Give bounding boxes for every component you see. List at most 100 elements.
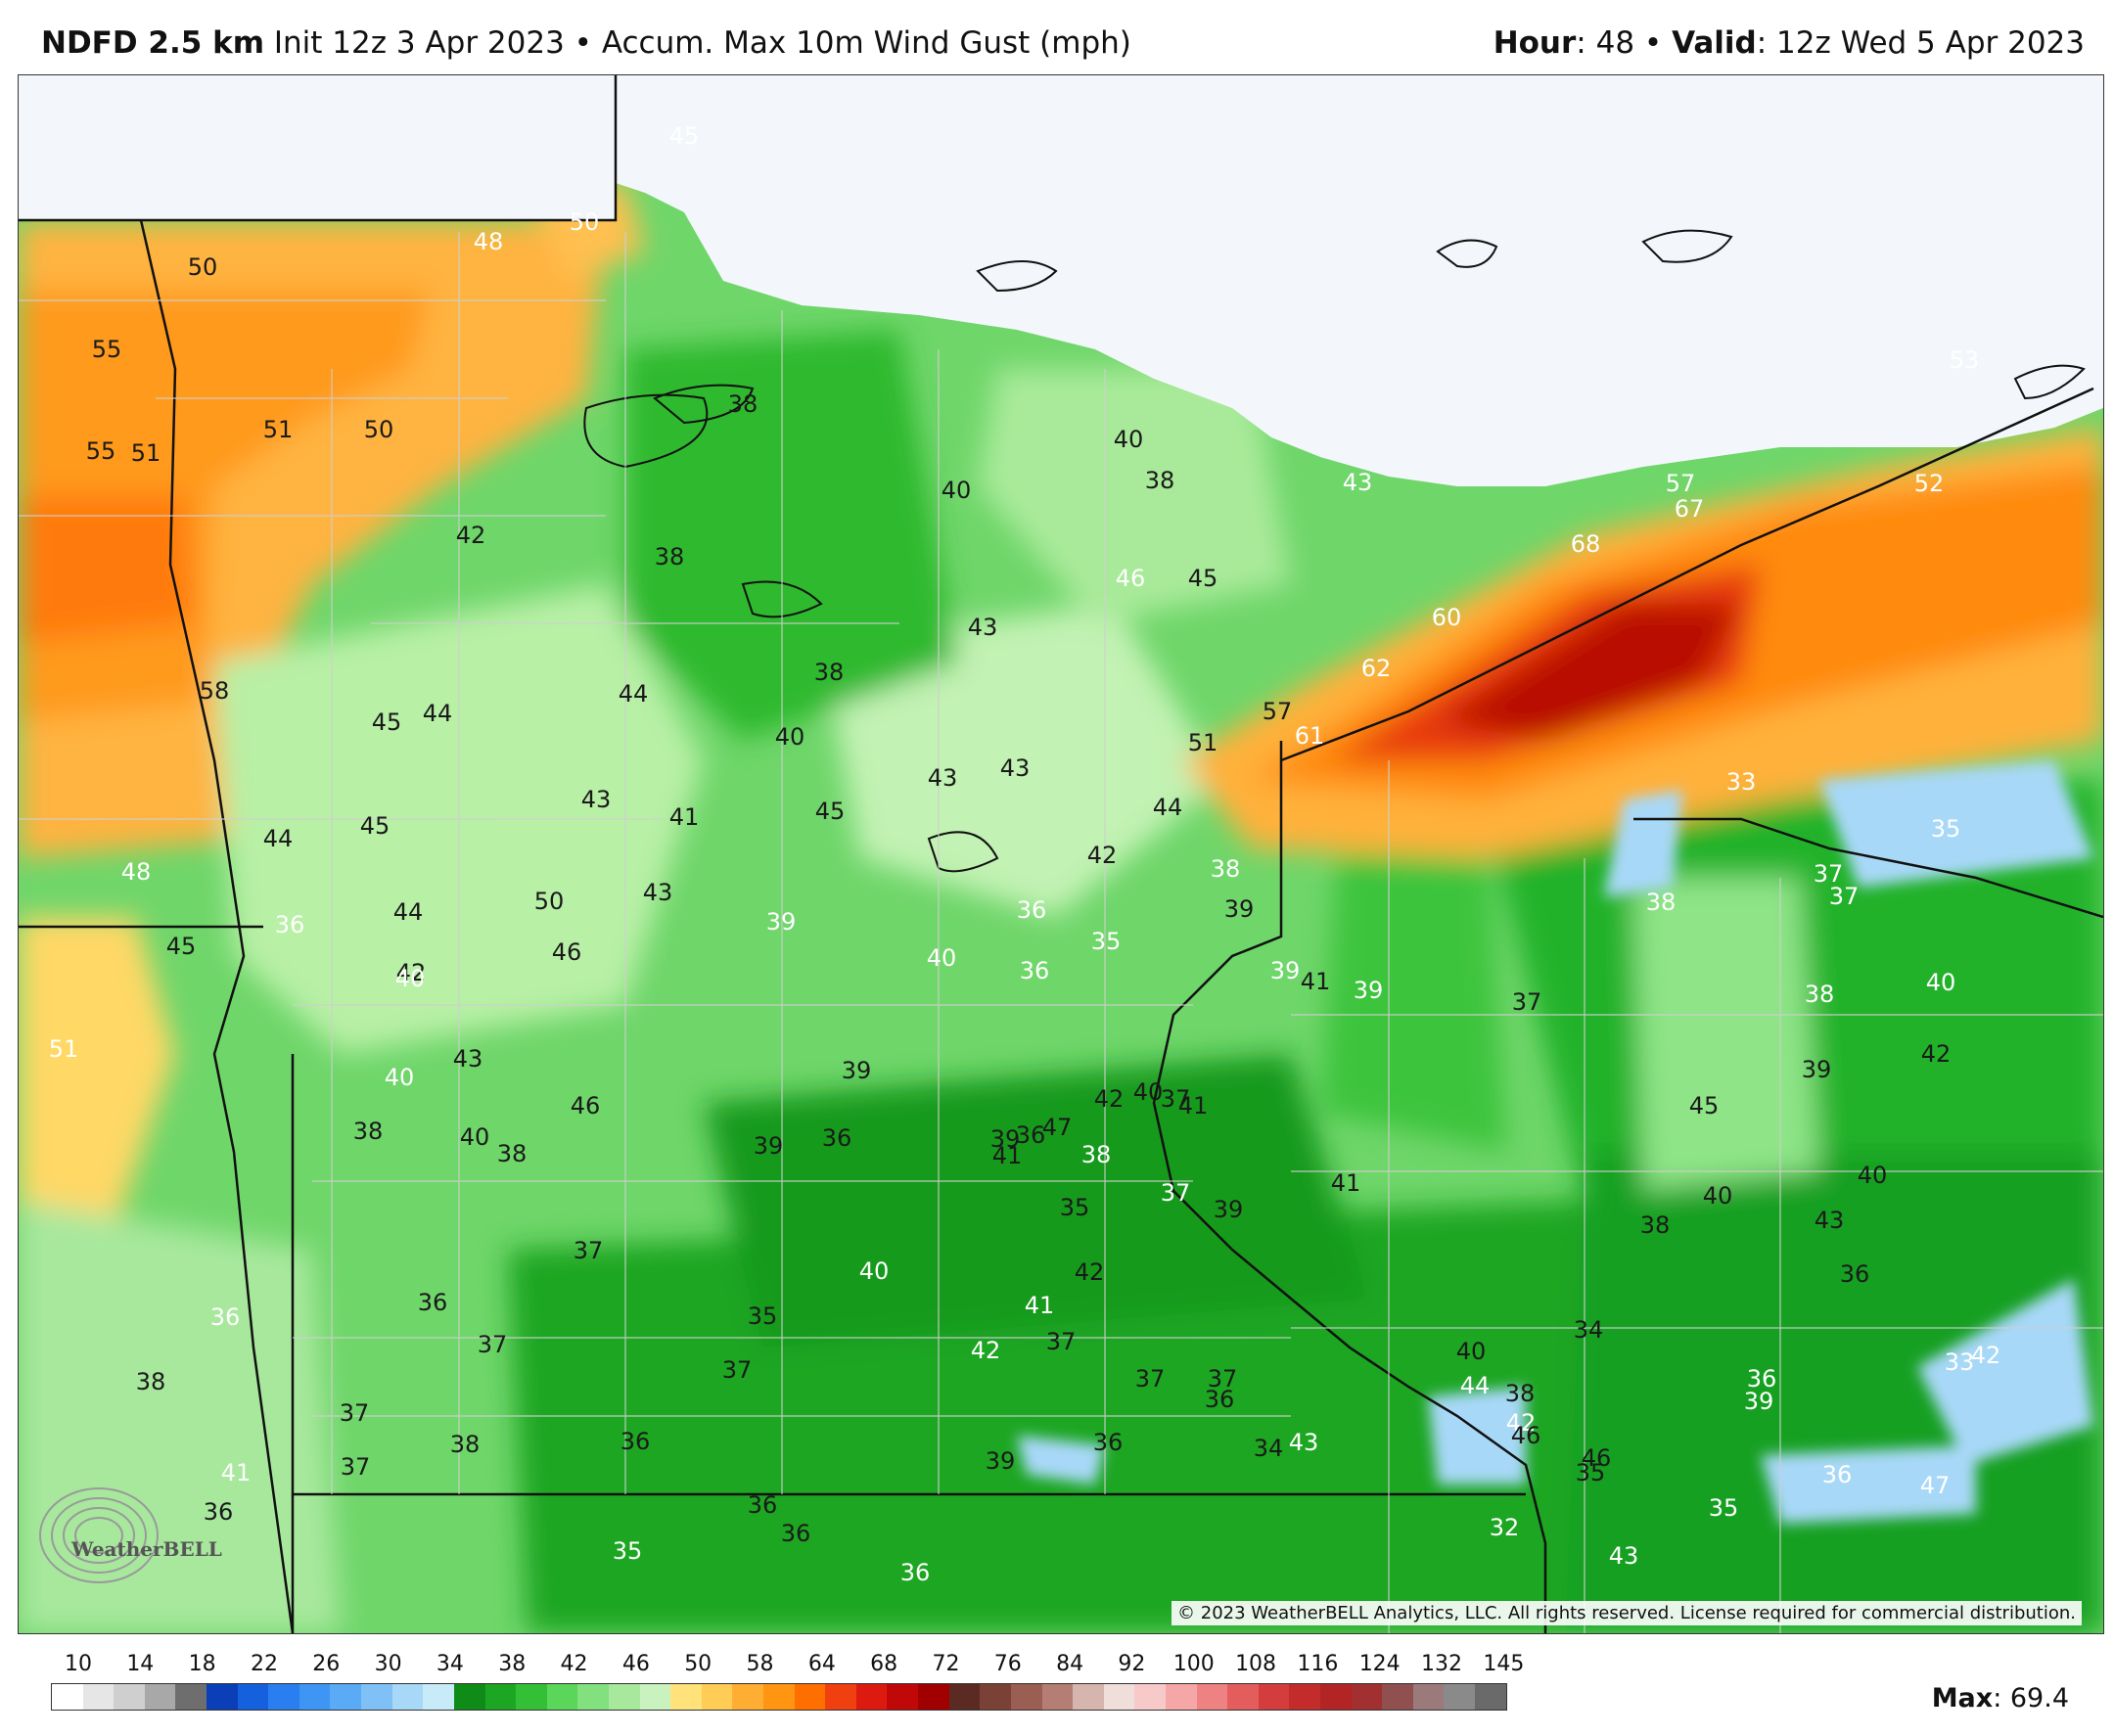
scale-swatch	[516, 1684, 547, 1710]
scale-swatch	[1010, 1684, 1042, 1710]
gust-value-label: 43	[1000, 754, 1031, 782]
gust-value-label: 36	[620, 1428, 651, 1455]
gust-value-label: 35	[1709, 1494, 1739, 1522]
gust-value-label: 40	[1133, 1078, 1164, 1106]
max-value: : 69.4	[1993, 1683, 2069, 1713]
gust-value-label: 36	[1840, 1260, 1870, 1288]
gust-value-label: 45	[372, 708, 402, 736]
scale-tick-label: 42	[560, 1652, 588, 1676]
gust-value-label: 39	[1270, 957, 1301, 984]
gust-value-label: 37	[1512, 988, 1542, 1016]
wind-gust-map: 45 50 48 50 55 55 51 51 50 42 38 38 40 40 38 43 46 45 43 38…	[18, 74, 2104, 1634]
gust-value-label: 44	[619, 680, 649, 708]
gust-value-label: 36	[1020, 957, 1050, 984]
scale-tick-labels: 10 14 18 22 26 30 34 38 42 46 50 58 64 68 72 76 84 92 100 1…	[49, 1652, 1524, 1681]
gust-value-label: 40	[859, 1257, 890, 1285]
scale-swatch	[546, 1684, 578, 1710]
scale-swatch	[701, 1684, 733, 1710]
scale-swatch	[207, 1684, 238, 1710]
gust-value-label: 38	[1646, 889, 1677, 916]
gust-value-label: 41	[221, 1459, 252, 1486]
gust-value-label: 46	[1582, 1444, 1612, 1472]
gust-value-label: 39	[1802, 1056, 1832, 1083]
gust-value-label: 35	[1576, 1459, 1606, 1486]
scale-swatch	[237, 1684, 269, 1710]
scale-swatch	[82, 1684, 115, 1710]
scale-tick-label: 34	[436, 1652, 464, 1676]
scale-swatch	[918, 1684, 949, 1710]
gust-value-label: 40	[385, 1064, 415, 1091]
scale-swatch	[887, 1684, 919, 1710]
scale-tick-label: 58	[746, 1652, 774, 1676]
scale-swatch	[1196, 1684, 1228, 1710]
scale-tick-label: 92	[1118, 1652, 1146, 1676]
gust-value-label: 47	[1042, 1114, 1073, 1141]
scale-tick-label: 100	[1172, 1652, 1215, 1676]
gust-value-label: 68	[1571, 530, 1601, 558]
scale-swatch	[1475, 1684, 1506, 1710]
chart-header: NDFD 2.5 km Init 12z 3 Apr 2023 • Accum.…	[0, 0, 2114, 74]
gust-value-label: 44	[1153, 794, 1183, 821]
scale-swatch	[1073, 1684, 1104, 1710]
gust-value-label: 37	[1829, 883, 1860, 910]
scale-swatch	[1165, 1684, 1197, 1710]
gust-value-label: 50	[534, 888, 565, 915]
gust-value-label: 36	[822, 1124, 852, 1152]
gust-value-label: 40	[1926, 969, 1956, 996]
gust-value-label: 39	[1214, 1196, 1244, 1223]
gust-value-label: 37	[1814, 860, 1844, 888]
gust-value-label: 57	[1666, 470, 1696, 497]
gust-value-label: 39	[986, 1447, 1016, 1475]
scale-tick-label: 116	[1297, 1652, 1339, 1676]
gust-value-label: 51	[1188, 729, 1218, 756]
map-canvas	[19, 75, 2103, 1633]
scale-swatch	[1103, 1684, 1135, 1710]
gust-value-label: 44	[423, 700, 453, 727]
gust-value-label: 32	[1490, 1514, 1520, 1541]
scale-swatch	[484, 1684, 517, 1710]
gust-value-label: 37	[1135, 1365, 1166, 1393]
scale-swatch	[423, 1684, 454, 1710]
gust-value-label: 55	[92, 336, 122, 363]
gust-value-label: 43	[1815, 1207, 1845, 1234]
gust-value-label: 42	[971, 1337, 1001, 1364]
scale-swatch	[1258, 1684, 1290, 1710]
scale-swatch	[1412, 1684, 1445, 1710]
scale-swatch	[330, 1684, 362, 1710]
scale-swatch	[1444, 1684, 1476, 1710]
gust-value-label: 52	[1914, 470, 1945, 497]
gust-value-label: 44	[263, 825, 294, 852]
gust-value-label: 55	[86, 437, 116, 465]
init-time: Init 12z 3 Apr 2023	[273, 25, 565, 61]
gust-value-label: 67	[1675, 495, 1705, 523]
gust-value-label: 47	[1920, 1472, 1951, 1499]
scale-swatch	[608, 1684, 640, 1710]
gust-value-label: 37	[722, 1356, 753, 1384]
scale-tick-label: 30	[374, 1652, 402, 1676]
gust-value-label: 41	[992, 1142, 1023, 1169]
gust-value-label: 41	[669, 803, 700, 831]
scale-tick-label: 108	[1235, 1652, 1277, 1676]
gust-value-label: 46	[1511, 1422, 1541, 1449]
gust-value-label: 42	[456, 522, 486, 549]
scale-swatch	[1041, 1684, 1074, 1710]
scale-swatch	[299, 1684, 331, 1710]
scale-swatch	[1351, 1684, 1383, 1710]
scale-swatch	[825, 1684, 856, 1710]
gust-value-label: 36	[1016, 1121, 1046, 1149]
scale-swatch	[670, 1684, 702, 1710]
gust-value-label: 38	[1805, 981, 1835, 1008]
scale-swatch	[577, 1684, 609, 1710]
scale-swatch	[391, 1684, 424, 1710]
gust-value-label: 58	[200, 677, 230, 705]
scale-swatch	[52, 1684, 83, 1710]
scale-swatch	[453, 1684, 485, 1710]
gust-value-label: 41	[1178, 1092, 1209, 1119]
gust-value-label: 42	[1971, 1342, 2001, 1369]
hour-label: Hour	[1493, 25, 1577, 61]
gust-value-label: 36	[748, 1491, 778, 1519]
gust-value-label: 44	[393, 898, 424, 926]
color-scale-legend: 10 14 18 22 26 30 34 38 42 46 50 58 64 68 72 76 84 92 100 1…	[0, 1640, 2114, 1736]
gust-value-label: 43	[581, 786, 612, 813]
